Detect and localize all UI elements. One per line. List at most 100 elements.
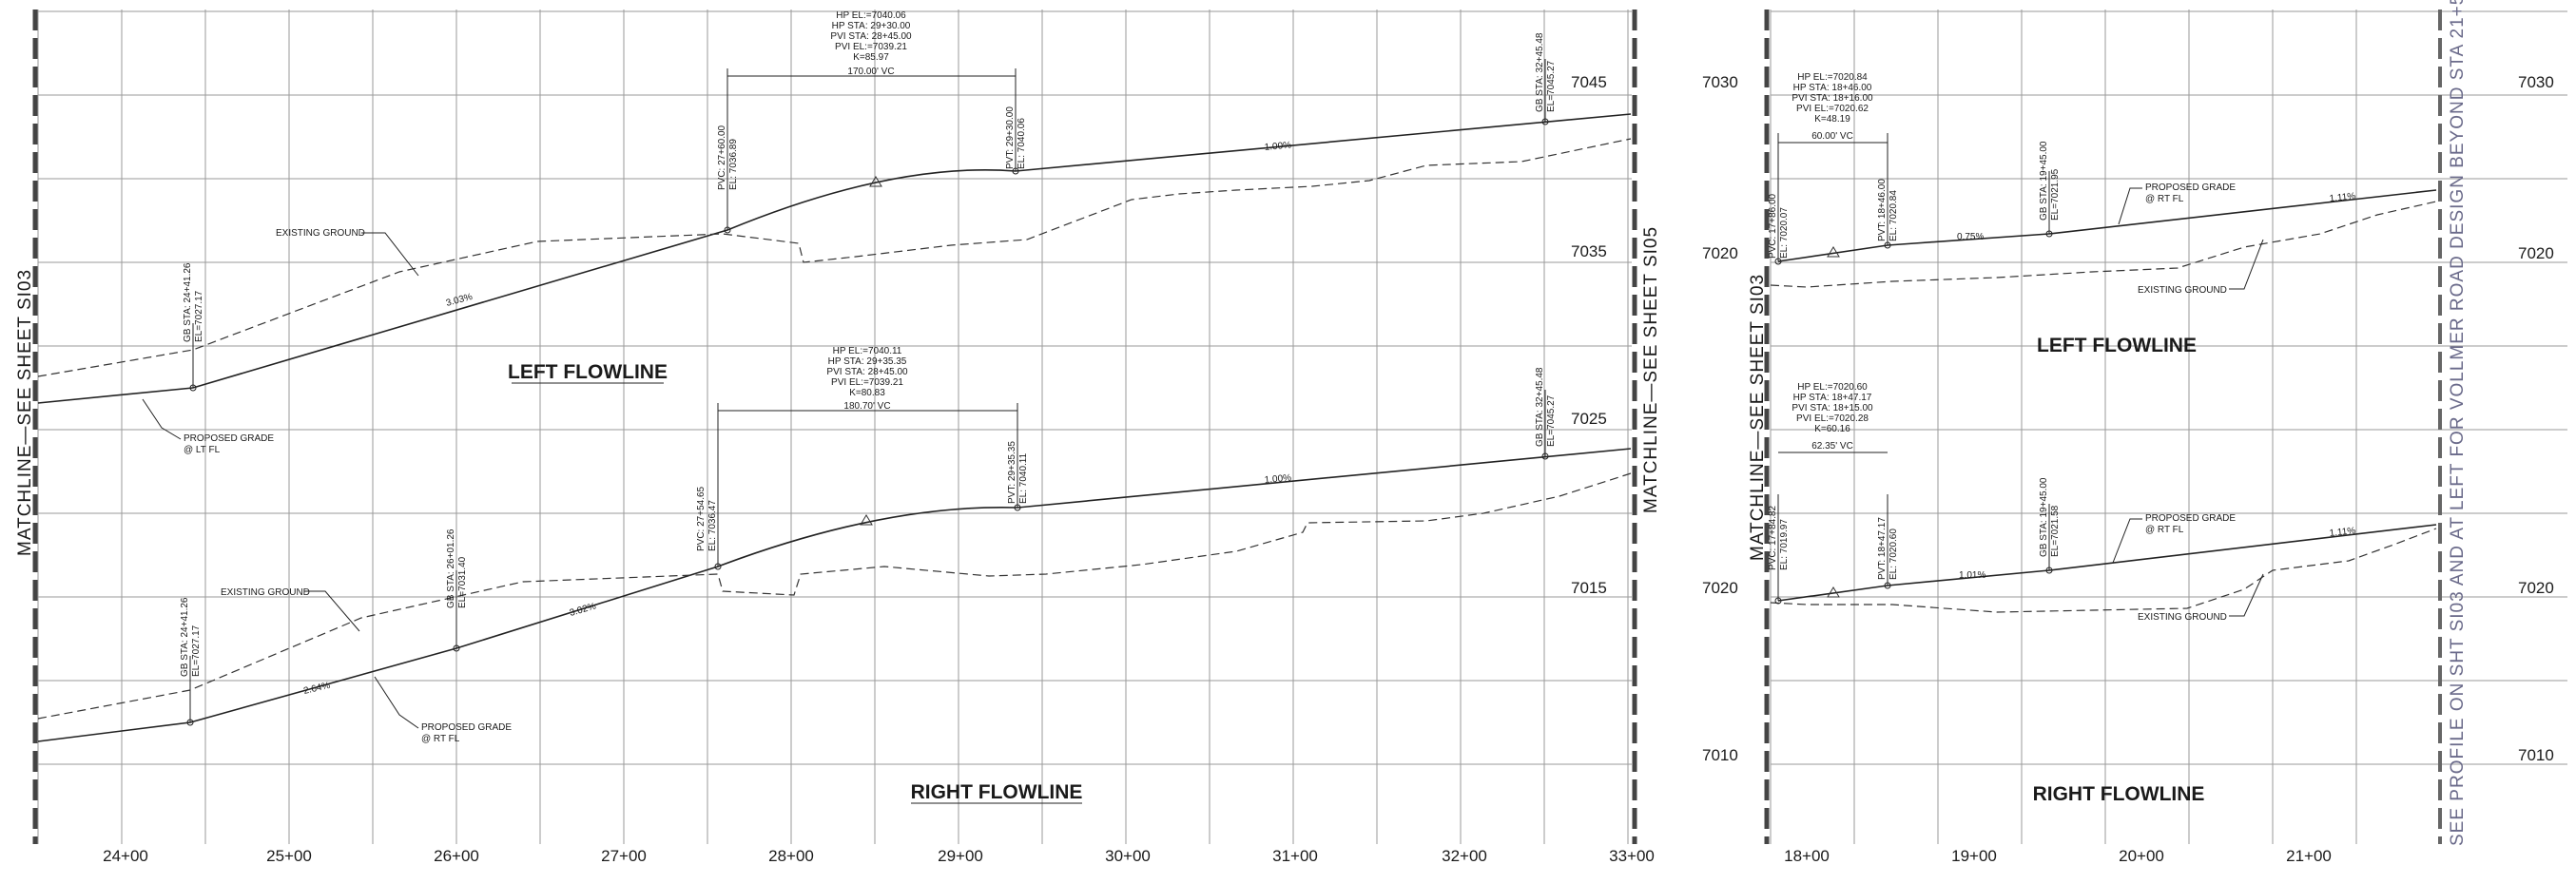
elevation-label: 7020	[2518, 244, 2554, 262]
station-label: 29+00	[938, 847, 983, 865]
right-flowline-title: RIGHT FLOWLINE	[911, 781, 1083, 803]
hp-block-line: HP EL:=7020.84	[1797, 72, 1868, 83]
grade-label: 1.00%	[1264, 141, 1291, 153]
hp-block-line: K=80.83	[849, 388, 885, 398]
pvc-label: EL: 7019.97	[1779, 519, 1790, 570]
pvt-label: EL: 7040.06	[1017, 118, 1027, 169]
existing-ground-callout: EXISTING GROUND	[221, 587, 310, 598]
gb-label: GB STA: 19+45.00	[2039, 477, 2049, 557]
proposed-grade-line	[37, 448, 1632, 742]
elevation-label: 7030	[1702, 73, 1738, 91]
gb-label: EL=7027.17	[194, 290, 204, 342]
panel1-right-profile: 180.70' VC HP EL:=7040.11 HP STA: 29+35.…	[37, 346, 1632, 804]
existing-ground-callout: EXISTING GROUND	[2138, 612, 2227, 623]
proposed-grade-callout: @ RT FL	[421, 734, 460, 744]
proposed-grade-callout: PROPOSED GRADE	[2145, 513, 2236, 524]
gb-label: EL=7045.27	[1546, 394, 1557, 447]
elevation-label: 7020	[1702, 579, 1738, 597]
grade-label: 3.02%	[569, 601, 597, 618]
existing-ground-line	[37, 472, 1632, 720]
pvi-marker	[1827, 246, 1840, 258]
gb-label: EL=7021.95	[2050, 168, 2061, 221]
grade-label: 1.01%	[1959, 570, 1985, 581]
hp-block-line: K=85.97	[853, 52, 889, 63]
station-label: 24+00	[103, 847, 148, 865]
gb-label: GB STA: 24+41.26	[180, 597, 190, 677]
vc-label: 62.35' VC	[1811, 441, 1853, 452]
left-flowline-title: LEFT FLOWLINE	[2037, 335, 2197, 356]
existing-ground-line	[1770, 528, 2437, 613]
station-label: 25+00	[266, 847, 312, 865]
vc-label: 180.70' VC	[843, 401, 890, 412]
station-label: 18+00	[1784, 847, 1830, 865]
elevation-label: 7020	[1702, 244, 1738, 262]
elevation-label: 7045	[1571, 73, 1607, 91]
hp-block-line: HP STA: 18+47.17	[1793, 393, 1872, 403]
station-label: 19+00	[1951, 847, 1997, 865]
proposed-grade-callout: PROPOSED GRADE	[184, 433, 274, 444]
proposed-grade-line	[1777, 524, 2437, 602]
proposed-grade-line	[37, 113, 1632, 404]
pvc-label: EL: 7020.07	[1779, 207, 1790, 259]
panel1-left-profile: 170.00' VC HP EL:=7040.06 HP STA: 29+30.…	[37, 10, 1632, 455]
proposed-grade-callout: PROPOSED GRADE	[421, 722, 512, 733]
pvc-label: PVC: 17+86.00	[1768, 193, 1778, 259]
gb-label: GB STA: 32+45.48	[1535, 32, 1545, 112]
pvi-marker	[1827, 586, 1840, 598]
elevation-label: 7010	[1702, 746, 1738, 764]
station-axis-panel1: 24+00 25+00 26+00 27+00 28+00 29+00 30+0…	[103, 847, 1655, 865]
station-label: 31+00	[1272, 847, 1318, 865]
pvc-label: PVC: 17+84.82	[1768, 505, 1778, 570]
pvc-label: EL: 7036.89	[728, 139, 739, 190]
hp-block-line: PVI EL:=7039.21	[831, 377, 903, 388]
proposed-grade-callout: @ RT FL	[2145, 525, 2184, 535]
proposed-grade-line	[1777, 189, 2437, 262]
hp-block-line: PVI EL:=7020.62	[1796, 104, 1869, 114]
elevation-label: 7025	[1571, 410, 1607, 428]
elevation-label: 7035	[1571, 242, 1607, 260]
profile-grid	[37, 10, 2567, 844]
right-flowline-title: RIGHT FLOWLINE	[2033, 783, 2205, 805]
gb-label: EL=7027.17	[191, 625, 202, 677]
hp-block-line: K=60.16	[1814, 424, 1850, 434]
elevation-label: 7010	[2518, 746, 2554, 764]
grade-label: 1.11%	[2329, 191, 2356, 204]
pvt-label: EL: 7020.84	[1888, 190, 1899, 241]
gb-label: GB STA: 19+45.00	[2039, 141, 2049, 221]
pvt-label: EL: 7020.60	[1888, 528, 1899, 580]
left-flowline-title: LEFT FLOWLINE	[508, 361, 668, 383]
gb-label: EL=7045.27	[1546, 60, 1557, 112]
existing-ground-line	[37, 138, 1632, 377]
hp-block-line: PVI EL:=7039.21	[835, 42, 907, 52]
station-label: 27+00	[601, 847, 647, 865]
pvc-label: EL: 7036.47	[707, 500, 718, 551]
pvc-label: PVC: 27+60.00	[717, 125, 727, 190]
pvc-label: PVC: 27+54.65	[696, 486, 707, 551]
pvt-label: PVT: 29+35.35	[1007, 441, 1017, 504]
hp-block-line: HP STA: 29+35.35	[828, 356, 907, 367]
hp-block-line: PVI STA: 18+15.00	[1792, 403, 1873, 413]
hp-block-line: PVI STA: 18+16.00	[1792, 93, 1873, 104]
proposed-grade-callout: PROPOSED GRADE	[2145, 183, 2236, 193]
grade-label: 1.11%	[2329, 526, 2356, 539]
vc-label: 60.00' VC	[1811, 131, 1853, 142]
hp-block-line: HP EL:=7040.06	[836, 10, 906, 21]
hp-block-line: HP STA: 18+46.00	[1793, 83, 1872, 93]
station-label: 30+00	[1105, 847, 1151, 865]
proposed-grade-callout: @ RT FL	[2145, 194, 2184, 204]
gb-label: EL=7021.58	[2050, 505, 2061, 557]
station-axis-panel2: 18+00 19+00 20+00 21+00	[1784, 847, 2332, 865]
gb-label: GB STA: 24+41.26	[183, 262, 193, 342]
elevation-label: 7015	[1571, 579, 1607, 597]
pvi-marker	[869, 176, 882, 187]
hp-block-line: PVI EL:=7020.28	[1796, 413, 1869, 424]
matchline-right-text: MATCHLINE—SEE SHEET SI05	[1641, 226, 1661, 513]
vc-label: 170.00' VC	[847, 67, 894, 77]
pvt-label: EL: 7040.11	[1018, 452, 1029, 504]
existing-ground-callout: EXISTING GROUND	[2138, 285, 2227, 296]
matchline-panel2-text: MATCHLINE—SEE SHEET SI03	[1748, 274, 1768, 561]
proposed-grade-callout: @ LT FL	[184, 445, 221, 455]
panel2-right-profile: 62.35' VC HP EL:=7020.60 HP STA: 18+47.1…	[1768, 382, 2437, 805]
hp-block-line: HP STA: 29+30.00	[832, 21, 911, 31]
